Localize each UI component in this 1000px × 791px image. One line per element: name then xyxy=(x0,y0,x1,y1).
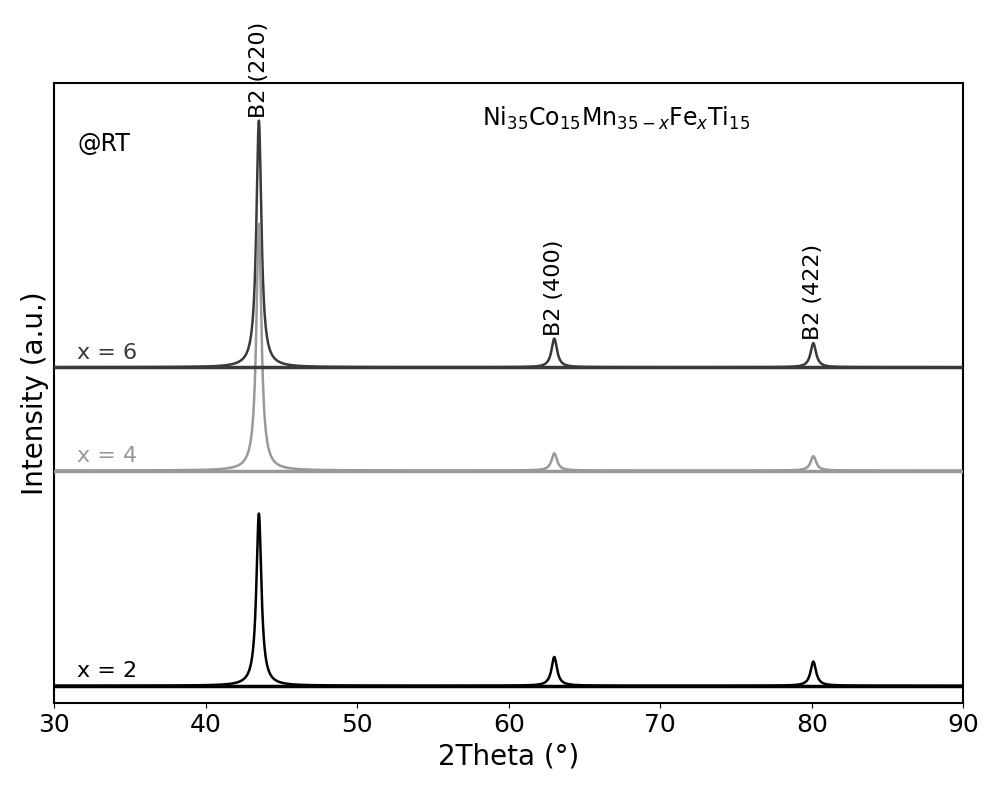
Y-axis label: Intensity (a.u.): Intensity (a.u.) xyxy=(21,291,49,495)
Text: B2 (400): B2 (400) xyxy=(544,240,564,335)
Text: @RT: @RT xyxy=(77,132,130,156)
Text: x = 6: x = 6 xyxy=(77,343,137,362)
Text: B2 (422): B2 (422) xyxy=(803,244,823,340)
Text: x = 4: x = 4 xyxy=(77,446,137,466)
Text: x = 2: x = 2 xyxy=(77,661,137,681)
X-axis label: 2Theta (°): 2Theta (°) xyxy=(438,742,579,770)
Text: B2 (220): B2 (220) xyxy=(249,21,269,118)
Text: Ni$_{35}$Co$_{15}$Mn$_{35-x}$Fe$_x$Ti$_{15}$: Ni$_{35}$Co$_{15}$Mn$_{35-x}$Fe$_x$Ti$_{… xyxy=(482,105,750,132)
